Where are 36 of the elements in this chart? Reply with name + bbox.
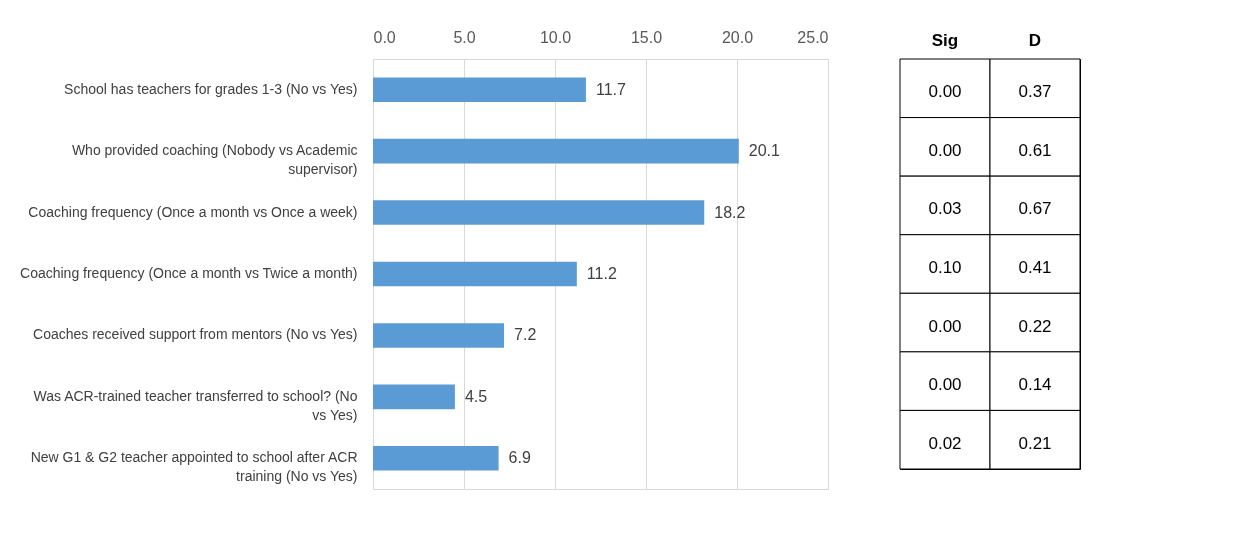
text: 0.10 bbox=[928, 258, 962, 277]
data-label: 4.5 bbox=[464, 387, 488, 405]
text: 0.21 bbox=[1018, 433, 1052, 453]
y-tick-label: Was ACR-trained teacher transferred to school? (No vs Yes) bbox=[33, 387, 358, 423]
text: 0.37 bbox=[1018, 82, 1052, 102]
category-label: Sig bbox=[931, 30, 959, 50]
category-label: D bbox=[1028, 30, 1042, 50]
data-label: 18.2 bbox=[714, 203, 746, 221]
y-tick-label: Coaching frequency (Once a month vs Once a week) bbox=[28, 203, 358, 220]
data-label: 20.1 bbox=[748, 142, 781, 160]
data-label: 11.7 bbox=[595, 80, 626, 98]
x-tick-label: 25.0 bbox=[797, 28, 829, 46]
y-tick-label: Coaching frequency (Once a month vs Twice a month) bbox=[20, 265, 358, 281]
y-tick-label: New G1 & G2 teacher appointed to school after ACR training (No vs Yes) bbox=[30, 449, 358, 485]
y-tick-label: Coaches received support from mentors (No vs Yes) bbox=[33, 326, 358, 343]
x-tick-label: 10.0 bbox=[539, 28, 572, 46]
data-label: 7.2 bbox=[514, 326, 537, 344]
text: 0.00 bbox=[928, 140, 962, 160]
text: 0.00 bbox=[928, 82, 962, 102]
data-label: 11.2 bbox=[586, 265, 617, 282]
text: 0.41 bbox=[1018, 258, 1052, 277]
x-tick-label: 15.0 bbox=[630, 28, 663, 46]
x-tick-label: 5.0 bbox=[453, 28, 476, 46]
text: 0.03 bbox=[928, 199, 962, 219]
text: 0.14 bbox=[1018, 375, 1052, 395]
x-tick-label: 20.0 bbox=[721, 28, 754, 46]
text: 0.00 bbox=[928, 375, 962, 395]
text: 0.02 bbox=[928, 433, 962, 453]
text: 0.00 bbox=[928, 316, 962, 336]
x-tick-label: 0.0 bbox=[373, 28, 396, 46]
text: 0.22 bbox=[1018, 316, 1052, 336]
y-tick-label: School has teachers for grades 1-3 (No vs Yes) bbox=[64, 80, 358, 97]
text: 0.67 bbox=[1018, 199, 1052, 219]
y-tick-label: Who provided coaching (Nobody vs Academic supervisor) bbox=[71, 142, 358, 178]
text: 0.61 bbox=[1018, 140, 1052, 160]
data-label: 6.9 bbox=[508, 449, 531, 467]
